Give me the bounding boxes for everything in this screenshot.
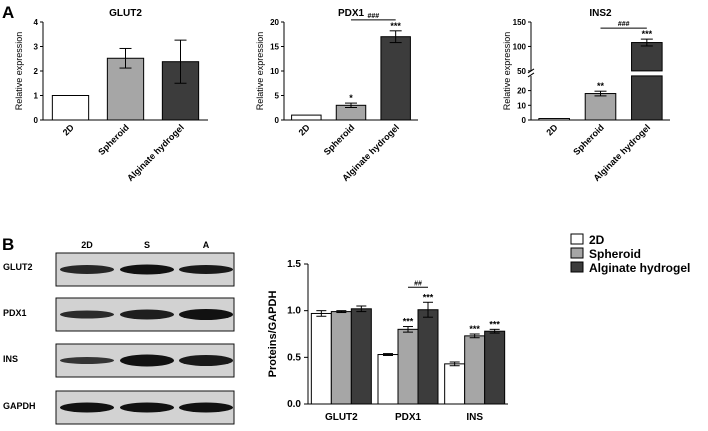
y-tick-label: 0 — [522, 116, 527, 125]
blot-band — [179, 355, 233, 366]
bar — [484, 330, 506, 405]
blot-band — [120, 402, 174, 413]
lane-label-s: S — [144, 240, 150, 250]
chart-ins2-mrna: INS2 Relative expression 0 10 20 50 100 150 2D **… — [502, 8, 670, 183]
significance-mark: *** — [390, 21, 401, 31]
y-tick-label: 2 — [34, 67, 39, 76]
y-axis-label: Proteins/GAPDH — [267, 291, 279, 378]
blot-row-label-pdx1: PDX1 — [3, 308, 27, 318]
lane-label-2d: 2D — [81, 240, 93, 250]
legend-label: 2D — [589, 233, 605, 247]
legend-label: Alginate hydrogel — [589, 261, 690, 275]
y-tick-label: 1.5 — [287, 259, 301, 270]
x-tick-label: 2D — [61, 122, 77, 138]
blot-row-label-ins: INS — [3, 354, 18, 364]
significance-mark: *** — [642, 29, 653, 39]
bar — [51, 95, 90, 121]
bar — [380, 36, 411, 121]
blot-band — [60, 357, 114, 364]
lane-label-a: A — [203, 240, 210, 250]
y-tick-label: 10 — [517, 101, 526, 110]
bar — [464, 335, 486, 405]
bar — [330, 311, 352, 405]
western-blot: 2D S A GLUT2 PDX1 INS GAPDH — [3, 240, 235, 425]
y-tick-label: 1 — [34, 92, 39, 101]
legend-swatch — [570, 247, 584, 259]
bar — [631, 42, 663, 72]
x-tick-label: 2D — [544, 122, 560, 138]
legend-label: Spheroid — [589, 247, 641, 261]
bar — [350, 308, 372, 405]
x-tick-label: INS — [466, 412, 483, 423]
y-axis-label: Relative expression — [255, 32, 265, 111]
y-tick-label: 0 — [34, 116, 39, 125]
y-tick-label: 0 — [275, 116, 280, 125]
chart-title: GLUT2 — [109, 8, 142, 19]
y-tick-label: 4 — [34, 18, 39, 27]
chart-title: PDX1 — [338, 8, 365, 19]
axis-break-mark — [527, 72, 535, 78]
bar — [310, 312, 332, 405]
significance-mark: ** — [597, 81, 605, 91]
significance-mark: *** — [423, 292, 434, 302]
y-tick-label: 0.0 — [287, 399, 301, 410]
y-tick-label: 5 — [275, 92, 280, 101]
blot-band — [120, 309, 174, 320]
chart-pdx1-mrna: PDX1 Relative expression 0 5 10 15 20 2D * Sphero… — [255, 8, 418, 183]
blot-band — [179, 309, 233, 320]
x-tick-label: Spheroid — [96, 122, 131, 157]
significance-bracket-label: ### — [367, 13, 379, 20]
significance-bracket-label: ## — [414, 280, 422, 287]
blot-band — [60, 402, 114, 413]
significance-bracket-label: ### — [618, 21, 630, 28]
y-tick-label: 20 — [517, 87, 526, 96]
y-tick-label: 150 — [513, 18, 527, 27]
blot-band — [179, 265, 233, 274]
panel-letter-b: B — [2, 235, 14, 254]
bar — [417, 309, 439, 405]
y-axis-label: Relative expression — [502, 32, 512, 111]
bar — [377, 354, 399, 405]
bar — [444, 363, 466, 405]
legend-swatch — [570, 233, 584, 245]
panel-letter-a: A — [2, 3, 14, 22]
x-tick-label: 2D — [297, 122, 313, 138]
blot-band — [60, 265, 114, 274]
blot-band — [60, 310, 114, 319]
y-tick-label: 1.0 — [287, 306, 301, 317]
bar — [631, 75, 663, 121]
x-tick-label: Spheroid — [571, 122, 606, 157]
blot-band — [120, 354, 174, 367]
significance-mark: *** — [469, 324, 480, 334]
blot-band — [179, 402, 233, 413]
blot-row-label-glut2: GLUT2 — [3, 262, 33, 272]
significance-mark: *** — [403, 317, 414, 327]
bar — [291, 114, 322, 121]
bar — [538, 118, 570, 121]
significance-mark: * — [349, 93, 353, 103]
y-axis-label: Relative expression — [14, 32, 24, 111]
legend-swatch — [570, 261, 584, 273]
y-tick-label: 15 — [270, 43, 279, 52]
chart-title: INS2 — [589, 8, 612, 19]
y-tick-label: 100 — [513, 42, 527, 51]
x-tick-label: PDX1 — [395, 412, 422, 423]
y-tick-label: 3 — [34, 43, 39, 52]
blot-band — [120, 264, 174, 275]
bar — [397, 328, 419, 405]
x-tick-label: Alginate hydrogel — [125, 122, 186, 183]
y-tick-label: 10 — [270, 67, 279, 76]
bar — [584, 93, 617, 121]
chart-protein-gapdh: Proteins/GAPDH 0.0 0.5 1.0 1.5 GLUT2 PDX1 *** **… — [267, 233, 690, 423]
x-tick-label: Spheroid — [322, 122, 357, 157]
y-tick-label: 0.5 — [287, 352, 301, 363]
chart-glut2-mrna: GLUT2 Relative expression 0 1 2 3 4 2D SpheroidA… — [14, 8, 208, 183]
x-tick-label: GLUT2 — [325, 412, 358, 423]
significance-mark: *** — [489, 319, 500, 329]
blot-row-label-gapdh: GAPDH — [3, 401, 36, 411]
y-tick-label: 50 — [517, 67, 526, 76]
y-tick-label: 20 — [270, 18, 279, 27]
